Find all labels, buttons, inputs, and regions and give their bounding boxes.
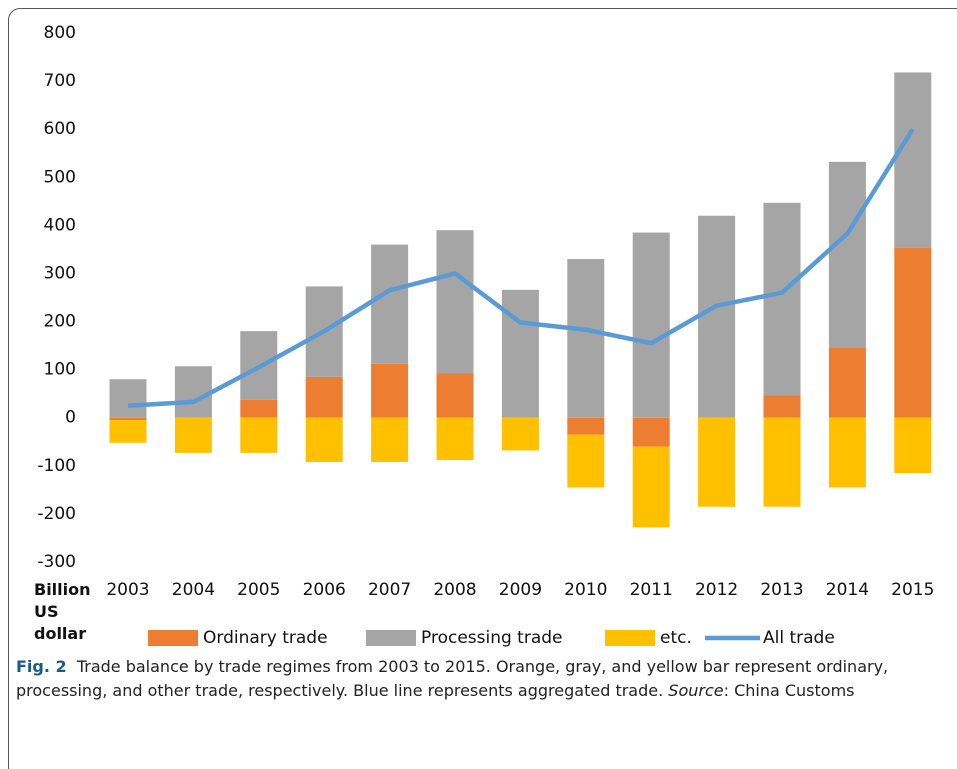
bar <box>894 72 932 248</box>
source-label: Source <box>668 681 724 700</box>
y-tick-label: 700 <box>44 71 76 91</box>
bar <box>109 417 147 421</box>
bar <box>436 230 474 374</box>
bar <box>632 446 670 528</box>
legend-label: Ordinary trade <box>203 628 328 648</box>
bar <box>174 417 212 453</box>
y-tick-label: 100 <box>44 360 76 380</box>
y-tick-label: -100 <box>37 456 76 476</box>
bar <box>763 395 801 418</box>
x-tick-label: 2012 <box>695 580 738 600</box>
x-tick-label: 2015 <box>891 580 934 600</box>
source-text: : China Customs <box>723 681 855 700</box>
chart: -300 -200 -100 0 100 200 300 400 500 600 700 800 200… <box>37 23 934 648</box>
x-tick-label: 2010 <box>564 580 607 600</box>
bar <box>501 417 539 451</box>
caption-text: Trade balance by trade regimes from 2003… <box>16 657 889 700</box>
x-tick-label: 2003 <box>106 580 149 600</box>
x-tick-label: 2013 <box>760 580 803 600</box>
x-tick-label: 2009 <box>499 580 542 600</box>
legend-swatch <box>366 630 416 646</box>
bar <box>567 259 605 418</box>
bar <box>501 289 539 418</box>
x-tick-label: 2014 <box>826 580 869 600</box>
bar <box>894 247 932 418</box>
bar <box>828 161 866 348</box>
bar <box>828 417 866 488</box>
bar <box>174 366 212 418</box>
x-tick-label: 2006 <box>303 580 346 600</box>
y-tick-label: 0 <box>65 408 76 428</box>
bar <box>371 417 409 462</box>
caption-label: Fig. 2 <box>16 657 67 676</box>
y-axis-label: Billion US dollar <box>34 580 91 643</box>
x-tick-label: 2008 <box>433 580 476 600</box>
bar <box>698 215 736 418</box>
bar <box>763 202 801 396</box>
x-tick-label: 2007 <box>368 580 411 600</box>
bar <box>894 417 932 474</box>
bar <box>436 373 474 418</box>
y-tick-label: 800 <box>44 23 76 43</box>
legend-swatch <box>605 630 655 646</box>
bar <box>632 232 670 418</box>
bar <box>240 417 278 453</box>
legend-label: All trade <box>763 628 835 648</box>
caption: Fig. 2 Trade balance by trade regimes fr… <box>16 655 946 703</box>
y-tick-label: 400 <box>44 215 76 235</box>
x-tick-label: 2004 <box>172 580 215 600</box>
y-tick-label: 300 <box>44 263 76 283</box>
x-tick-label: 2011 <box>630 580 673 600</box>
bar <box>109 379 147 418</box>
legend-label: Processing trade <box>421 628 563 648</box>
y-tick-label: 600 <box>44 119 76 139</box>
x-tick-label: 2005 <box>237 580 280 600</box>
bar <box>698 417 736 507</box>
legend-swatch <box>148 630 198 646</box>
y-tick-label: -300 <box>37 552 76 572</box>
bar <box>371 363 409 418</box>
bar <box>305 417 343 462</box>
y-tick-label: -200 <box>37 504 76 524</box>
legend-label: etc. <box>660 628 692 648</box>
bar <box>828 347 866 418</box>
bar <box>305 376 343 418</box>
y-tick-label: 200 <box>44 312 76 332</box>
frame <box>8 8 957 769</box>
bar <box>567 434 605 488</box>
bar <box>240 399 278 418</box>
bar <box>109 420 147 443</box>
bar <box>632 417 670 447</box>
line <box>127 127 915 408</box>
y-tick-label: 500 <box>44 167 76 187</box>
page: -300 -200 -100 0 100 200 300 400 500 600 700 800 200… <box>8 8 957 769</box>
bar <box>763 417 801 507</box>
bar <box>436 417 474 461</box>
bar <box>371 244 409 364</box>
bar <box>567 417 605 435</box>
